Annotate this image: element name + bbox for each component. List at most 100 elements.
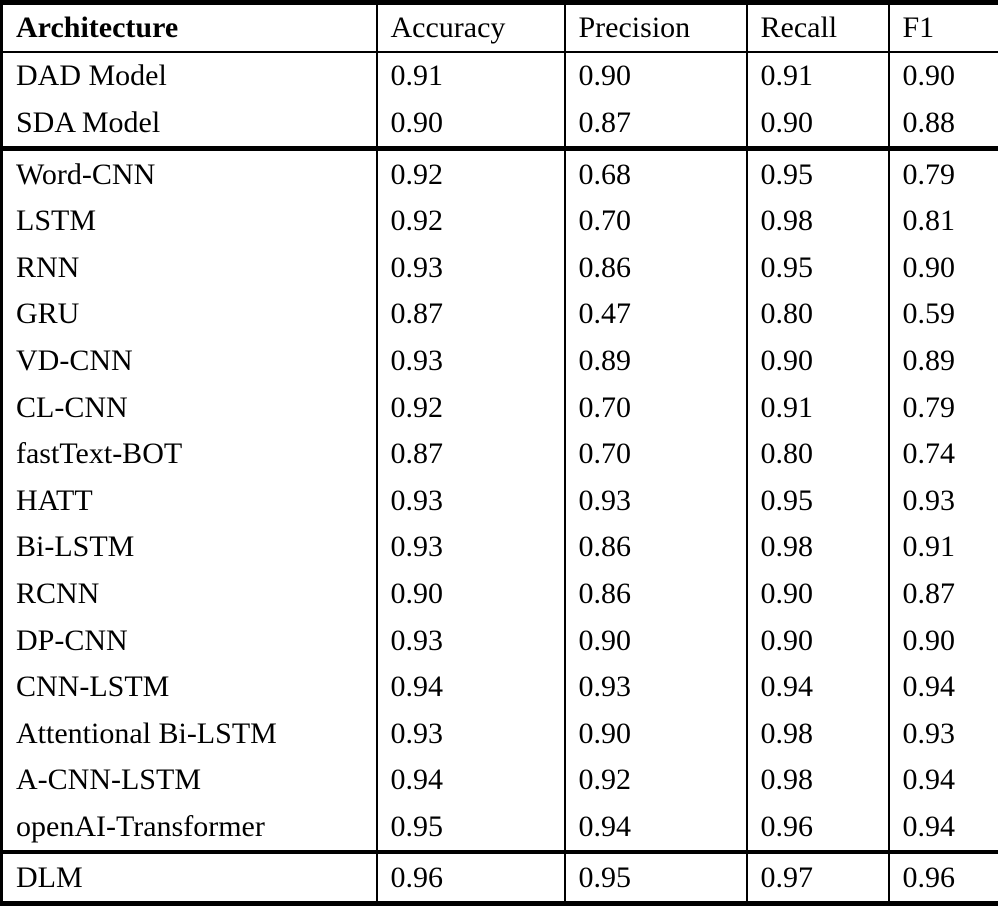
recall-cell: 0.96	[745, 803, 889, 853]
table-row: LSTM 0.92 0.70 0.98 0.81	[2, 197, 998, 245]
recall-cell: 0.90	[745, 337, 889, 385]
accuracy-cell: 0.87	[375, 291, 565, 338]
f1-cell: 0.90	[887, 244, 998, 292]
f1-cell: 0.91	[887, 524, 998, 571]
architecture-cell: RCNN	[16, 576, 100, 610]
accuracy-cell: 0.96	[375, 850, 565, 904]
accuracy-cell: 0.90	[375, 99, 565, 149]
precision-cell: 0.47	[563, 291, 747, 338]
precision-cell: 0.89	[563, 337, 747, 385]
f1-cell: 0.90	[887, 617, 998, 664]
architecture-cell: Attentional Bi-LSTM	[16, 716, 277, 750]
architecture-cell: RNN	[16, 250, 80, 284]
architecture-cell: GRU	[16, 297, 80, 331]
f1-cell: 0.87	[887, 570, 998, 618]
precision-cell: 0.86	[563, 570, 747, 618]
table-row: DAD Model 0.91 0.90 0.91 0.90	[2, 52, 998, 100]
architecture-cell: HATT	[16, 483, 93, 517]
recall-cell: 0.94	[745, 663, 889, 711]
table-row: A-CNN-LSTM 0.94 0.92 0.98 0.94	[2, 756, 998, 804]
column-header-architecture: Architecture	[1, 2, 377, 53]
recall-cell: 0.90	[745, 617, 889, 664]
recall-cell: 0.98	[745, 756, 889, 804]
precision-cell: 0.68	[563, 146, 747, 198]
precision-cell: 0.86	[563, 244, 747, 292]
recall-cell: 0.98	[745, 710, 889, 757]
accuracy-cell: 0.92	[375, 384, 565, 431]
precision-cell: 0.93	[563, 663, 747, 711]
architecture-cell: A-CNN-LSTM	[16, 763, 201, 797]
f1-cell: 0.90	[887, 52, 998, 100]
architecture-cell: CL-CNN	[16, 390, 128, 424]
column-header-accuracy: Accuracy	[375, 2, 565, 53]
accuracy-cell: 0.93	[375, 710, 565, 757]
recall-cell: 0.97	[745, 850, 889, 904]
column-header-precision: Precision	[563, 2, 747, 53]
f1-cell: 0.93	[887, 477, 998, 525]
column-header-recall: Recall	[745, 2, 889, 53]
recall-cell: 0.80	[745, 291, 889, 338]
precision-cell: 0.90	[563, 617, 747, 664]
column-header-f1: F1	[887, 2, 998, 53]
table-row: HATT 0.93 0.93 0.95 0.93	[2, 477, 998, 525]
precision-cell: 0.90	[563, 710, 747, 757]
precision-cell: 0.95	[563, 850, 747, 904]
table-row: SDA Model 0.90 0.87 0.90 0.88	[2, 99, 998, 149]
precision-cell: 0.70	[563, 197, 747, 245]
recall-cell: 0.95	[745, 146, 889, 198]
table-row: VD-CNN 0.93 0.89 0.90 0.89	[2, 337, 998, 385]
architecture-cell: VD-CNN	[16, 343, 133, 377]
accuracy-cell: 0.90	[375, 570, 565, 618]
accuracy-cell: 0.93	[375, 477, 565, 525]
architecture-cell: LSTM	[16, 204, 97, 238]
architecture-cell: Bi-LSTM	[16, 530, 135, 564]
f1-cell: 0.79	[887, 146, 998, 198]
recall-cell: 0.90	[745, 99, 889, 149]
table-row: DP-CNN 0.93 0.90 0.90 0.90	[2, 617, 998, 664]
precision-cell: 0.93	[563, 477, 747, 525]
precision-cell: 0.92	[563, 756, 747, 804]
table-row: fastText-BOT 0.87 0.70 0.80 0.74	[2, 430, 998, 478]
f1-cell: 0.88	[887, 99, 998, 149]
f1-cell: 0.59	[887, 291, 998, 338]
header-row: Architecture Accuracy Precision Recall F…	[1, 2, 998, 53]
architecture-cell: SDA Model	[16, 105, 161, 139]
f1-cell: 0.74	[887, 430, 998, 478]
table-row: Attentional Bi-LSTM 0.93 0.90 0.98 0.93	[2, 710, 998, 757]
f1-cell: 0.94	[887, 803, 998, 853]
accuracy-cell: 0.87	[375, 430, 565, 478]
accuracy-cell: 0.93	[375, 524, 565, 571]
recall-cell: 0.98	[745, 524, 889, 571]
precision-cell: 0.90	[563, 52, 747, 100]
recall-cell: 0.90	[745, 570, 889, 618]
table-row: RNN 0.93 0.86 0.95 0.90	[2, 244, 998, 292]
f1-cell: 0.79	[887, 384, 998, 431]
architecture-cell: DP-CNN	[16, 623, 128, 657]
recall-cell: 0.80	[745, 430, 889, 478]
precision-cell: 0.70	[563, 384, 747, 431]
accuracy-cell: 0.91	[375, 52, 565, 100]
precision-cell: 0.94	[563, 803, 747, 853]
accuracy-cell: 0.94	[375, 663, 565, 711]
table-row: Bi-LSTM 0.93 0.86 0.98 0.91	[2, 524, 998, 571]
table-row: CL-CNN 0.92 0.70 0.91 0.79	[2, 384, 998, 431]
f1-cell: 0.96	[887, 850, 998, 904]
accuracy-cell: 0.93	[375, 337, 565, 385]
architecture-cell: Word-CNN	[1, 146, 377, 198]
recall-cell: 0.91	[745, 384, 889, 431]
table-row: Word-CNN 0.92 0.68 0.95 0.79	[1, 146, 998, 198]
f1-cell: 0.93	[887, 710, 998, 757]
recall-cell: 0.95	[745, 477, 889, 525]
architecture-cell: fastText-BOT	[16, 437, 183, 471]
precision-cell: 0.70	[563, 430, 747, 478]
table-row: CNN-LSTM 0.94 0.93 0.94 0.94	[2, 663, 998, 711]
f1-cell: 0.94	[887, 663, 998, 711]
accuracy-cell: 0.92	[375, 197, 565, 245]
architecture-cell: CNN-LSTM	[16, 670, 170, 704]
accuracy-cell: 0.95	[375, 803, 565, 853]
precision-cell: 0.87	[563, 99, 747, 149]
f1-cell: 0.81	[887, 197, 998, 245]
accuracy-cell: 0.92	[375, 146, 565, 198]
f1-cell: 0.89	[887, 337, 998, 385]
